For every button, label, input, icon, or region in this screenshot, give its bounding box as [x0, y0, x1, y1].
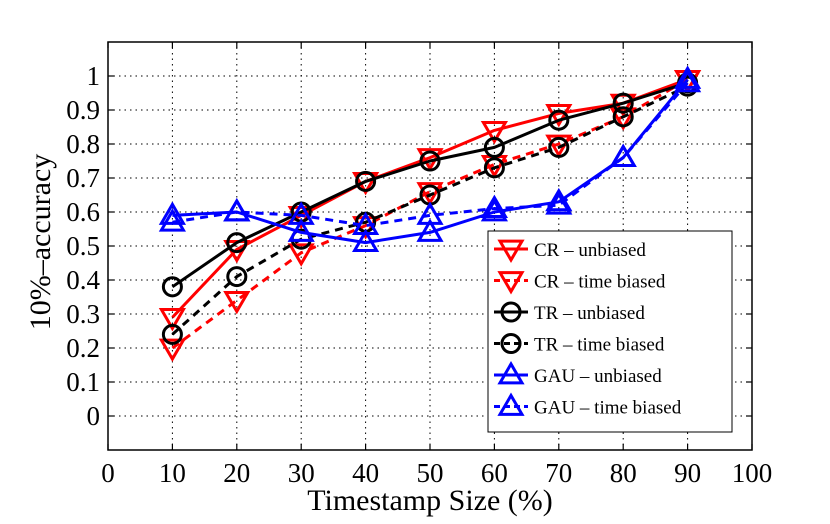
data-point	[480, 198, 509, 222]
series-layer	[158, 65, 702, 362]
series-line	[171, 81, 689, 289]
series-line	[172, 81, 689, 228]
data-point	[351, 228, 380, 253]
data-point	[158, 208, 187, 232]
data-point	[287, 218, 315, 242]
data-point	[673, 68, 702, 93]
x-tick-label: 50	[417, 458, 444, 488]
series-line	[171, 77, 689, 319]
legend-label: CR – unbiased	[534, 240, 646, 261]
legend-box	[487, 230, 733, 433]
data-point	[483, 136, 505, 158]
data-point	[548, 136, 570, 158]
data-point	[158, 307, 187, 332]
y-tick-label: 0.2	[66, 333, 100, 363]
x-tick-label: 0	[101, 458, 115, 488]
y-tick-label: 0.7	[66, 163, 100, 193]
x-tick-label: 100	[732, 458, 773, 488]
data-point	[161, 323, 183, 345]
data-point	[545, 191, 573, 215]
series-2	[161, 72, 699, 298]
legend-item: GAU – unbiased	[494, 361, 662, 387]
y-tick-label: 0.8	[66, 129, 100, 159]
legend: CR – unbiased CR – time biased TR – unbias…	[487, 230, 733, 433]
legend-item: CR – time biased	[494, 271, 666, 295]
data-point	[483, 157, 505, 179]
data-point	[223, 290, 251, 315]
axes: 0 10 20 30 40 50 60 70 80 90 100 0 0.1 0.2 0.3 0.4 0.5 0.…	[66, 42, 772, 488]
legend-item: TR – time biased	[494, 332, 665, 356]
legend-label: CR – time biased	[534, 272, 666, 293]
data-point	[158, 338, 187, 362]
y-tick-label: 0.1	[66, 367, 100, 397]
data-point	[480, 120, 509, 145]
legend-label: GAU – unbiased	[534, 366, 662, 387]
y-axis-title: 10%–accuracy	[24, 154, 57, 331]
data-point	[351, 211, 380, 236]
legend-label: GAU – time biased	[534, 398, 682, 419]
legend-marker	[497, 392, 525, 416]
series-5	[158, 68, 702, 236]
x-tick-label: 10	[159, 458, 186, 488]
x-tick-label: 70	[545, 458, 572, 488]
y-tick-label: 0.4	[66, 265, 100, 295]
data-point	[609, 143, 637, 168]
data-point	[158, 201, 187, 225]
legend-marker	[497, 361, 525, 385]
legend-marker	[500, 301, 522, 323]
series-line	[172, 78, 689, 245]
data-point	[287, 243, 315, 267]
x-tick-label: 30	[288, 458, 315, 488]
data-point	[612, 92, 634, 114]
data-point	[287, 201, 315, 225]
data-point	[419, 150, 441, 172]
data-point	[548, 109, 570, 131]
data-point	[223, 198, 251, 222]
data-point	[355, 170, 377, 192]
legend-label: TR – time biased	[534, 335, 665, 356]
x-axis-title: Timestamp Size (%)	[307, 484, 553, 517]
x-tick-label: 60	[481, 458, 508, 488]
legend-item: CR – unbiased	[494, 239, 646, 263]
y-tick-label: 0.6	[66, 197, 100, 227]
y-tick-label: 0	[87, 401, 101, 431]
legend-marker	[500, 332, 522, 355]
data-point	[480, 194, 509, 219]
legend-marker	[497, 239, 525, 263]
y-tick-label: 0.5	[66, 231, 100, 261]
data-point	[416, 218, 444, 242]
x-tick-label: 80	[610, 458, 637, 488]
data-point	[226, 232, 248, 254]
legend-item: TR – unbiased	[494, 301, 645, 324]
y-tick-label: 0.9	[66, 95, 100, 125]
data-point	[287, 205, 315, 230]
legend-label: TR – unbiased	[534, 303, 645, 324]
x-tick-label: 20	[223, 458, 250, 488]
x-tick-label: 90	[674, 458, 701, 488]
data-point	[416, 182, 444, 206]
x-tick-label: 40	[352, 458, 379, 488]
y-tick-label: 0.3	[66, 299, 100, 329]
legend-marker	[497, 271, 525, 295]
y-tick-label: 1	[87, 61, 101, 91]
data-point	[351, 216, 380, 240]
legend-item: GAU – time biased	[494, 392, 682, 419]
data-point	[673, 65, 702, 89]
data-point	[226, 266, 248, 288]
data-point	[416, 201, 444, 225]
series-line	[171, 84, 689, 336]
data-point	[612, 106, 634, 128]
data-point	[161, 276, 183, 298]
